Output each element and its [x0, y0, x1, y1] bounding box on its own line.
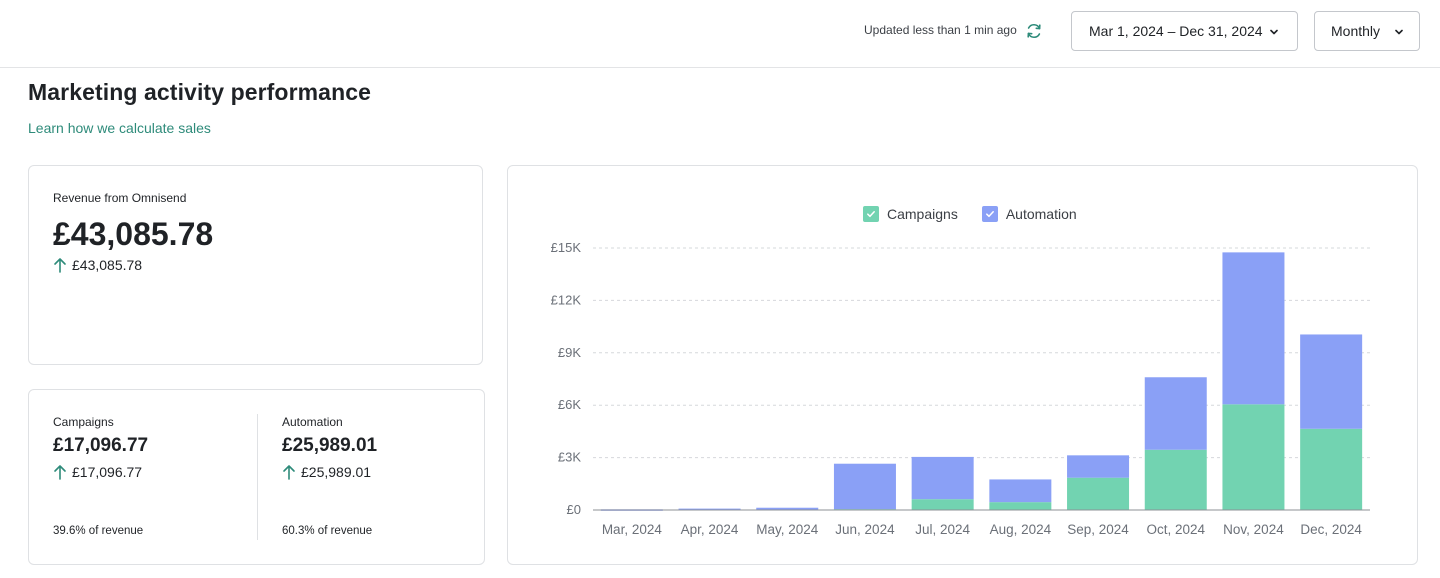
legend-campaigns[interactable]: Campaigns	[863, 206, 958, 222]
stacked-bar-chart: £0 £3K £6K £9K £12K £15K Mar, 2024 Apr, 2024 May…	[551, 240, 1370, 537]
learn-sales-link[interactable]: Learn how we calculate sales	[28, 120, 211, 136]
y-tick-label: £9K	[558, 345, 581, 360]
campaigns-change: £17,096.77	[53, 464, 142, 480]
automation-value: £25,989.01	[282, 435, 378, 456]
automation-section: Automation £25,989.01 £25,989.01 60.3% o…	[257, 414, 484, 540]
y-tick-label: £0	[567, 502, 581, 517]
chevron-down-icon	[1270, 29, 1278, 35]
revenue-split-card: Campaigns £17,096.77 £17,096.77 39.6% of…	[28, 389, 485, 565]
campaigns-change-value: £17,096.77	[72, 464, 143, 480]
revenue-value: £43,085.78	[53, 216, 214, 252]
x-tick-label: May, 2024	[756, 522, 819, 537]
x-tick-label: Oct, 2024	[1146, 522, 1205, 537]
granularity-dropdown[interactable]: Monthly	[1314, 11, 1420, 51]
chart-card: Campaigns Automation £0 £3K £6K £9K £12K £15K…	[507, 165, 1418, 565]
bar-automation	[678, 508, 741, 511]
bar-automation	[911, 456, 974, 500]
date-range-label: Mar 1, 2024 – Dec 31, 2024	[1089, 23, 1263, 39]
y-tick-label: £3K	[558, 450, 581, 465]
bar-automation	[833, 463, 896, 510]
x-tick-label: Jun, 2024	[835, 522, 895, 537]
bar-campaigns	[1222, 404, 1285, 510]
chart-legend: Campaigns Automation	[863, 206, 1101, 222]
bar-automation	[1144, 377, 1207, 450]
bar-automation	[989, 479, 1052, 503]
bar-campaigns	[1067, 477, 1130, 510]
arrow-up-icon	[283, 465, 295, 480]
bar-automation	[756, 507, 819, 510]
x-tick-label: Nov, 2024	[1223, 522, 1284, 537]
x-tick-label: Aug, 2024	[990, 522, 1052, 537]
revenue-label: Revenue from Omnisend	[53, 191, 187, 205]
revenue-card: Revenue from Omnisend £43,085.78 £43,085…	[28, 165, 483, 365]
granularity-label: Monthly	[1331, 23, 1381, 39]
refresh-icon[interactable]	[1024, 21, 1044, 41]
campaigns-label: Campaigns	[53, 415, 114, 429]
x-tick-label: Jul, 2024	[915, 522, 970, 537]
automation-change: £25,989.01	[282, 464, 371, 480]
arrow-up-icon	[54, 258, 66, 273]
automation-change-value: £25,989.01	[301, 464, 372, 480]
bar-campaigns	[1144, 449, 1207, 510]
x-tick-label: Mar, 2024	[602, 522, 663, 537]
checkbox-checked-icon	[981, 206, 998, 222]
bar-campaigns	[1300, 428, 1363, 510]
y-tick-label: £15K	[551, 240, 582, 255]
bar-campaigns	[989, 502, 1052, 510]
y-tick-label: £12K	[551, 292, 582, 307]
legend-automation-label: Automation	[1005, 206, 1077, 222]
checkbox-checked-icon	[863, 206, 879, 222]
x-tick-label: Apr, 2024	[681, 522, 739, 537]
y-tick-label: £6K	[558, 397, 581, 412]
date-range-dropdown[interactable]: Mar 1, 2024 – Dec 31, 2024	[1071, 11, 1298, 51]
automation-share: 60.3% of revenue	[282, 525, 373, 537]
bar-automation	[1222, 252, 1285, 405]
bar-automation	[1067, 455, 1130, 478]
chevron-down-icon	[1395, 29, 1403, 35]
bar-automation	[1300, 334, 1363, 429]
updated-status: Updated less than 1 min ago	[864, 23, 1017, 37]
x-tick-label: Sep, 2024	[1067, 522, 1129, 537]
top-bar: Updated less than 1 min ago Mar 1, 2024 …	[0, 0, 1440, 68]
revenue-change-value: £43,085.78	[72, 257, 143, 273]
x-tick-label: Dec, 2024	[1300, 522, 1362, 537]
bar-campaigns	[911, 499, 974, 510]
campaigns-share: 39.6% of revenue	[53, 525, 144, 537]
legend-campaigns-label: Campaigns	[887, 206, 958, 222]
campaigns-section: Campaigns £17,096.77 £17,096.77 39.6% of…	[29, 390, 257, 564]
campaigns-value: £17,096.77	[53, 435, 149, 456]
revenue-change: £43,085.78	[53, 257, 142, 273]
automation-label: Automation	[282, 415, 343, 429]
page-title: Marketing activity performance	[28, 79, 372, 105]
arrow-up-icon	[54, 465, 66, 480]
legend-automation[interactable]: Automation	[981, 206, 1077, 222]
